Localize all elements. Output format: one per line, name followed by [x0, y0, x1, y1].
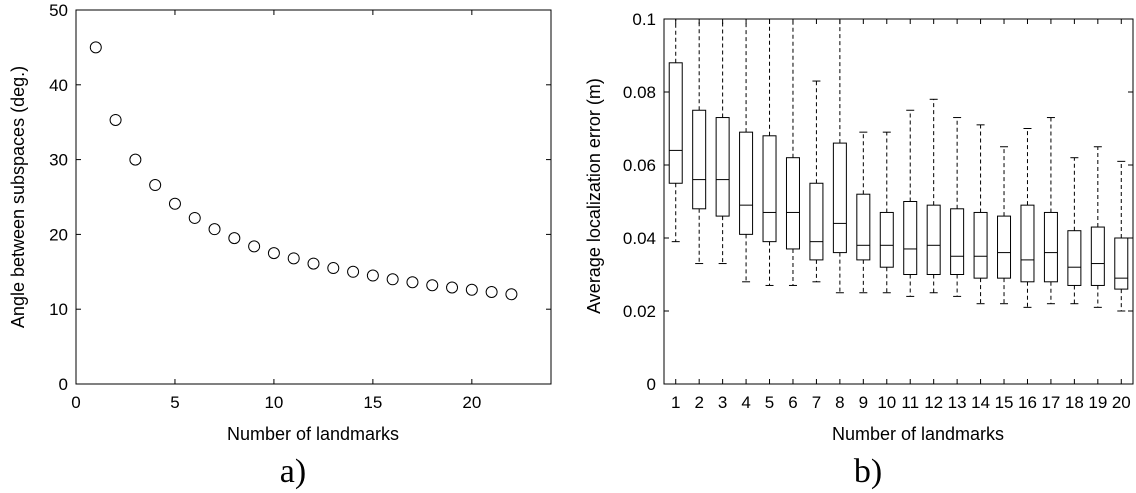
- panel-a-x-tick-label: 0: [71, 393, 80, 412]
- panel-a-x-tick-label: 15: [363, 393, 382, 412]
- panel-a-data-point: [307, 257, 320, 270]
- panel-a-data-point: [386, 273, 399, 286]
- panel-b-plot-frame: [663, 18, 1134, 385]
- panel-b-x-tick-label: 7: [812, 393, 821, 412]
- panel-b-box: [950, 208, 965, 275]
- panel-a-data-point: [129, 153, 142, 166]
- panel-b-x-tick-label: 11: [901, 393, 919, 412]
- panel-b-x-tick-label: 2: [694, 393, 703, 412]
- panel-a-data-point: [465, 283, 478, 296]
- panel-b-y-tick-label: 0.1: [632, 10, 656, 29]
- panel-b-label: b): [854, 453, 882, 490]
- panel-a-data-point: [89, 41, 102, 54]
- panel-a-data-point: [406, 276, 419, 289]
- panel-a-y-tick-label: 40: [49, 76, 68, 95]
- panel-b-box-plot: 00.020.040.060.080.11 2 3 4 5 6 7 8 9 10 11 12 13 14 1…: [584, 10, 1134, 490]
- panel-b-x-axis-label: Number of landmarks: [832, 424, 1004, 444]
- panel-b-x-tick-label: 16: [1018, 393, 1037, 412]
- panel-b-x-tick-label: 17: [1041, 393, 1060, 412]
- panel-b-box: [1090, 226, 1105, 286]
- panel-b-box: [739, 131, 754, 235]
- panel-b-x-tick-label: 8: [835, 393, 844, 412]
- panel-b-x-tick-label: 3: [718, 393, 727, 412]
- panel-b-x-tick-label: 1: [671, 393, 680, 412]
- panel-b-box: [692, 109, 707, 210]
- panel-b-x-tick-label: 14: [971, 393, 990, 412]
- panel-b-box: [809, 182, 824, 261]
- panel-a-data-point: [248, 240, 261, 253]
- panel-b-box: [903, 201, 918, 275]
- panel-a-x-axis-label: Number of landmarks: [227, 424, 399, 444]
- panel-a-data-point: [366, 269, 379, 282]
- panel-b-y-tick-label: 0: [647, 375, 656, 394]
- panel-b-x-tick-label: 4: [741, 393, 750, 412]
- panel-a-data-points: [89, 41, 518, 301]
- panel-b-x-tick-label: 6: [788, 393, 797, 412]
- panel-a-y-axis-label: Angle between subspaces (deg.): [8, 66, 28, 328]
- panel-a-y-tick-label: 10: [49, 300, 68, 319]
- panel-a-data-point: [327, 262, 340, 275]
- panel-a-data-point: [267, 247, 280, 260]
- panel-b-box: [1020, 204, 1035, 283]
- panel-b-box: [668, 62, 683, 184]
- panel-a-data-point: [446, 281, 459, 294]
- panel-a-data-point: [287, 252, 300, 265]
- panel-b-x-tick-label: 15: [995, 393, 1014, 412]
- panel-b-x-tick-label: 12: [924, 393, 943, 412]
- panel-b-box: [997, 215, 1012, 279]
- panel-b-x-tick-label: 18: [1065, 393, 1084, 412]
- panel-b-box: [856, 193, 871, 261]
- panel-b-box: [762, 135, 777, 243]
- panel-a-data-point: [426, 279, 439, 292]
- panel-a-ticks: 0 5 10 15 20 0 10 20 30 40 50: [49, 1, 551, 412]
- panel-b-box: [1067, 230, 1082, 286]
- panel-b-y-tick-label: 0.08: [623, 83, 656, 102]
- panel-b-box: [785, 157, 800, 250]
- panel-a-y-tick-label: 0: [59, 375, 68, 394]
- panel-b-box: [973, 211, 988, 279]
- panel-b-box: [832, 142, 847, 254]
- panel-b-x-tick-label: 5: [765, 393, 774, 412]
- panel-a-x-tick-label: 20: [462, 393, 481, 412]
- panel-b-x-tick-label: 9: [859, 393, 868, 412]
- panel-a-x-tick-label: 10: [264, 393, 283, 412]
- panel-b-box: [715, 117, 730, 217]
- panel-b-x-tick-label: 13: [948, 393, 967, 412]
- panel-b-box: [1043, 211, 1058, 283]
- panel-b-y-tick-label: 0.06: [623, 156, 656, 175]
- panel-b-y-axis-label: Average localization error (m): [584, 78, 604, 314]
- panel-a-data-point: [109, 113, 122, 126]
- panel-a-data-point: [168, 197, 181, 210]
- panel-b-x-tick-label: 19: [1088, 393, 1107, 412]
- panel-b-x-tick-label: 20: [1112, 393, 1131, 412]
- panel-b-ticks: 00.020.040.060.080.11 2 3 4 5 6 7 8 9 10 11 12 13 14 1…: [623, 10, 1133, 412]
- panel-a-data-point: [485, 285, 498, 298]
- panel-b-y-tick-label: 0.02: [623, 302, 656, 321]
- panel-a-data-point: [149, 179, 162, 192]
- panel-b-boxes: [668, 19, 1129, 312]
- panel-a-data-point: [188, 211, 201, 224]
- panel-b-y-tick-label: 0.04: [623, 229, 656, 248]
- panel-b-box: [926, 204, 941, 275]
- panel-a-x-tick-label: 5: [170, 393, 179, 412]
- panel-b-box: [1114, 237, 1129, 290]
- panel-a-data-point: [347, 265, 360, 278]
- panel-b-x-tick-label: 10: [877, 393, 896, 412]
- panel-a-y-tick-label: 30: [49, 151, 68, 170]
- panel-a-y-tick-label: 20: [49, 225, 68, 244]
- panel-a-label: a): [280, 453, 306, 490]
- panel-a-data-point: [505, 288, 518, 301]
- panel-a-data-point: [208, 223, 221, 236]
- panel-a-plot-frame: [75, 9, 552, 385]
- panel-a-data-point: [228, 232, 241, 245]
- panel-b-box: [879, 211, 894, 268]
- panel-a-y-tick-label: 50: [49, 1, 68, 20]
